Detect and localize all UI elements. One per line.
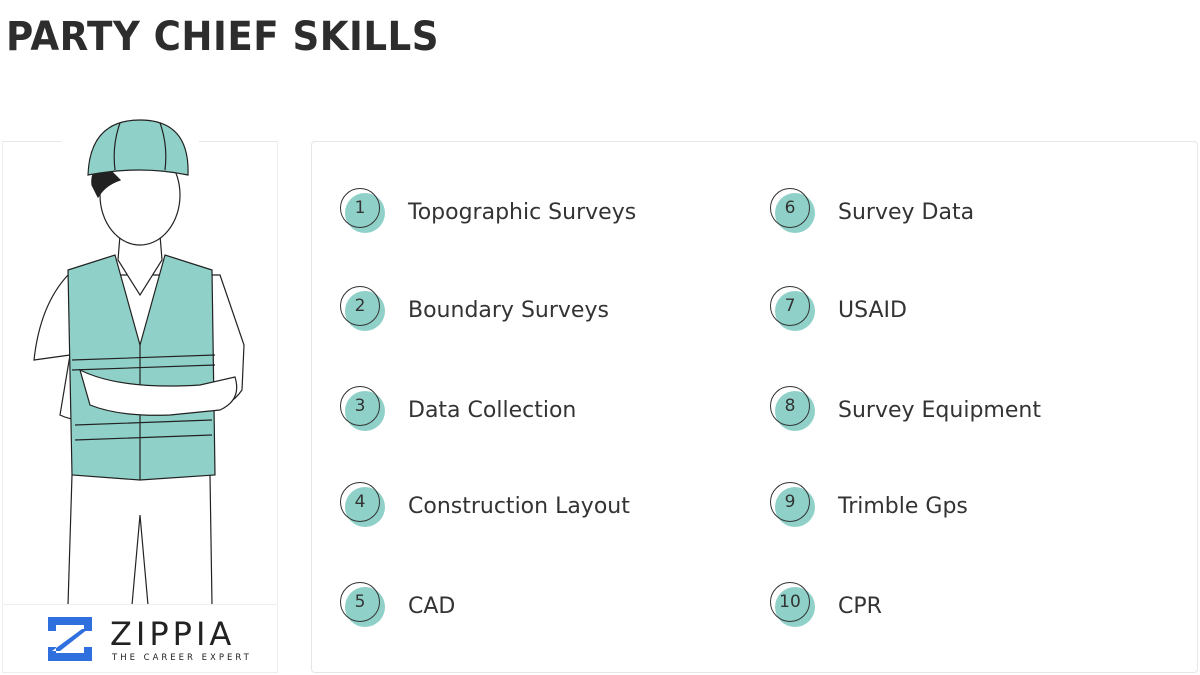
skill-number: 7 — [770, 286, 810, 326]
skills-card — [311, 141, 1198, 673]
skill-number: 1 — [340, 188, 380, 228]
brand-tagline: THE CAREER EXPERT — [112, 653, 252, 663]
skill-item: 10 CPR — [769, 581, 882, 631]
skill-number-badge: 5 — [339, 581, 389, 631]
skill-label: CPR — [838, 593, 882, 619]
brand-name: ZIPPIA — [110, 615, 236, 653]
skill-label: Trimble Gps — [838, 493, 968, 519]
skill-label: Survey Data — [838, 199, 975, 225]
worker-illustration — [33, 119, 245, 605]
skill-label: CAD — [408, 593, 456, 619]
skill-number-badge: 6 — [769, 187, 819, 237]
skill-number-badge: 2 — [339, 285, 389, 335]
skill-number: 2 — [340, 286, 380, 326]
brand-logo: ZIPPIA THE CAREER EXPERT — [2, 604, 278, 674]
skill-number: 3 — [340, 386, 380, 426]
skill-number-badge: 10 — [769, 581, 819, 631]
skill-number-badge: 8 — [769, 385, 819, 435]
skill-label: Data Collection — [408, 397, 577, 423]
zippia-logo-icon — [48, 617, 92, 661]
skill-number: 6 — [770, 188, 810, 228]
skill-item: 7 USAID — [769, 285, 907, 335]
skill-item: 8 Survey Equipment — [769, 385, 1041, 435]
skill-item: 5 CAD — [339, 581, 455, 631]
skill-item: 9 Trimble Gps — [769, 481, 968, 531]
illustration-card — [2, 141, 278, 673]
skill-label: Topographic Surveys — [408, 199, 637, 225]
skill-item: 6 Survey Data — [769, 187, 974, 237]
skill-number-badge: 4 — [339, 481, 389, 531]
skill-number-badge: 9 — [769, 481, 819, 531]
skill-number: 10 — [770, 582, 810, 622]
skill-item: 2 Boundary Surveys — [339, 285, 609, 335]
skill-number-badge: 1 — [339, 187, 389, 237]
skill-item: 4 Construction Layout — [339, 481, 630, 531]
skill-number-badge: 3 — [339, 385, 389, 435]
page-title: PARTY CHIEF SKILLS — [6, 14, 439, 60]
skill-number-badge: 7 — [769, 285, 819, 335]
skill-number: 8 — [770, 386, 810, 426]
skill-item: 1 Topographic Surveys — [339, 187, 636, 237]
skill-number: 4 — [340, 482, 380, 522]
skill-label: Survey Equipment — [838, 397, 1041, 423]
skill-number: 5 — [340, 582, 380, 622]
skill-label: Boundary Surveys — [408, 297, 609, 323]
skill-item: 3 Data Collection — [339, 385, 576, 435]
skill-label: Construction Layout — [408, 493, 630, 519]
skill-label: USAID — [838, 297, 907, 323]
skill-number: 9 — [770, 482, 810, 522]
